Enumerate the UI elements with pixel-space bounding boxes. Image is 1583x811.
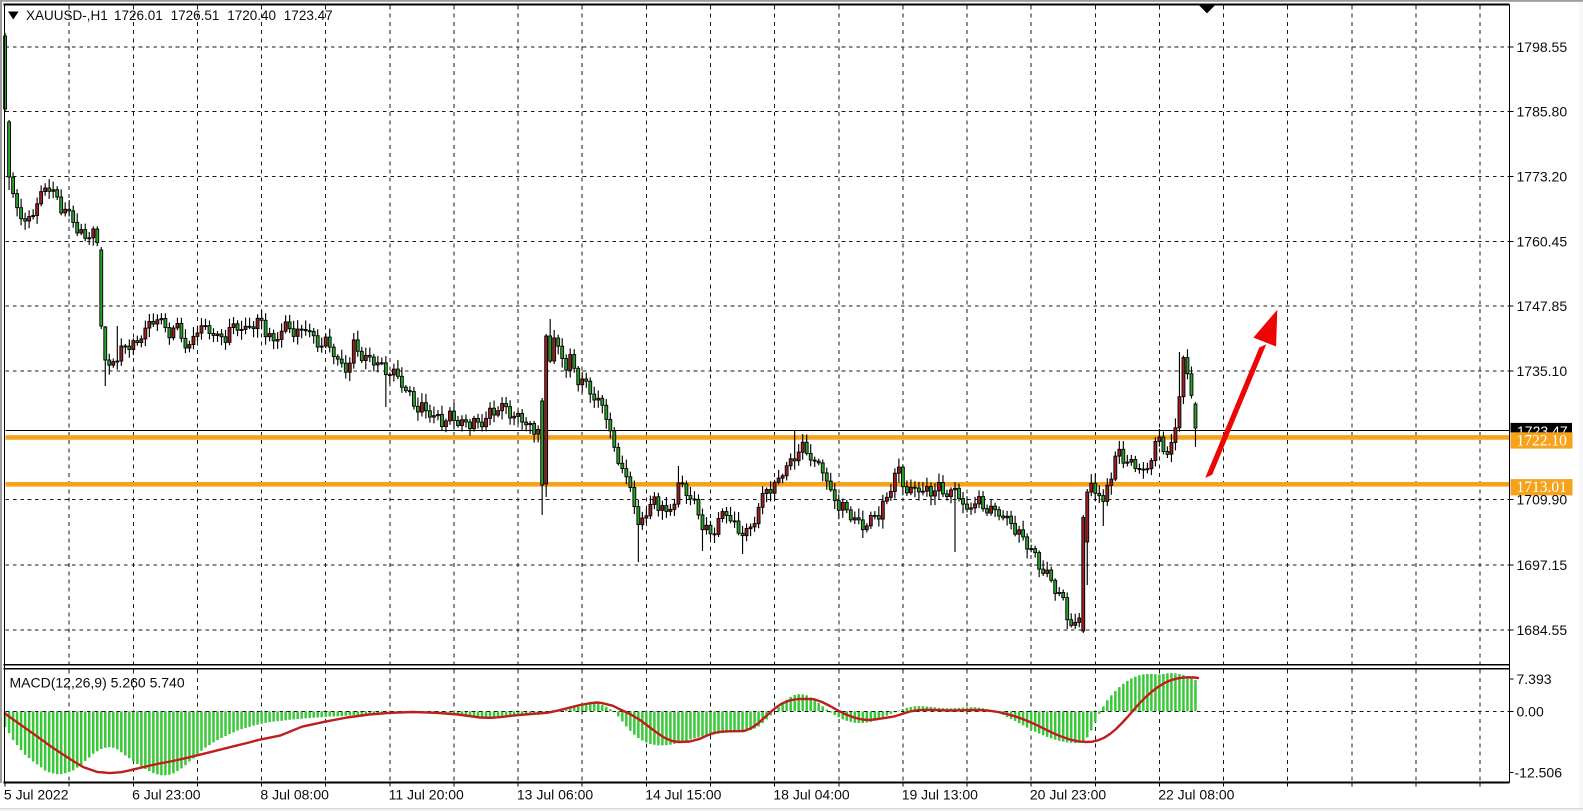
svg-text:5 Jul 2022: 5 Jul 2022 bbox=[4, 787, 69, 803]
svg-text:13 Jul 06:00: 13 Jul 06:00 bbox=[517, 787, 593, 803]
svg-text:1726.01: 1726.01 bbox=[114, 8, 163, 23]
svg-text:1773.20: 1773.20 bbox=[1517, 169, 1568, 185]
svg-text:8 Jul 08:00: 8 Jul 08:00 bbox=[260, 787, 329, 803]
svg-text:1722.10: 1722.10 bbox=[1517, 432, 1568, 449]
svg-text:MACD(12,26,9) 5.260 5.740: MACD(12,26,9) 5.260 5.740 bbox=[10, 675, 185, 691]
svg-text:14 Jul 15:00: 14 Jul 15:00 bbox=[645, 787, 721, 803]
svg-text:1697.15: 1697.15 bbox=[1517, 557, 1568, 573]
svg-text:1747.85: 1747.85 bbox=[1517, 298, 1568, 314]
svg-text:6 Jul 23:00: 6 Jul 23:00 bbox=[132, 787, 201, 803]
svg-text:22 Jul 08:00: 22 Jul 08:00 bbox=[1158, 787, 1234, 803]
svg-text:20 Jul 23:00: 20 Jul 23:00 bbox=[1030, 787, 1106, 803]
svg-text:1720.40: 1720.40 bbox=[227, 8, 276, 23]
svg-text:XAUUSD-,H1: XAUUSD-,H1 bbox=[26, 8, 108, 23]
svg-text:1723.47: 1723.47 bbox=[284, 8, 333, 23]
svg-text:19 Jul 13:00: 19 Jul 13:00 bbox=[902, 787, 978, 803]
svg-text:1709.90: 1709.90 bbox=[1517, 492, 1568, 508]
svg-text:1684.55: 1684.55 bbox=[1517, 622, 1568, 638]
svg-text:-12.506: -12.506 bbox=[1515, 765, 1563, 781]
svg-text:7.393: 7.393 bbox=[1517, 671, 1552, 687]
svg-text:1760.45: 1760.45 bbox=[1517, 233, 1568, 249]
svg-text:1798.55: 1798.55 bbox=[1517, 39, 1568, 55]
svg-text:18 Jul 04:00: 18 Jul 04:00 bbox=[773, 787, 849, 803]
svg-text:11 Jul 20:00: 11 Jul 20:00 bbox=[389, 787, 464, 803]
svg-text:1713.01: 1713.01 bbox=[1517, 479, 1567, 496]
svg-text:1735.10: 1735.10 bbox=[1517, 363, 1568, 379]
svg-text:1785.80: 1785.80 bbox=[1517, 104, 1568, 120]
svg-text:1726.51: 1726.51 bbox=[171, 8, 220, 23]
svg-text:0.00: 0.00 bbox=[1517, 703, 1544, 719]
